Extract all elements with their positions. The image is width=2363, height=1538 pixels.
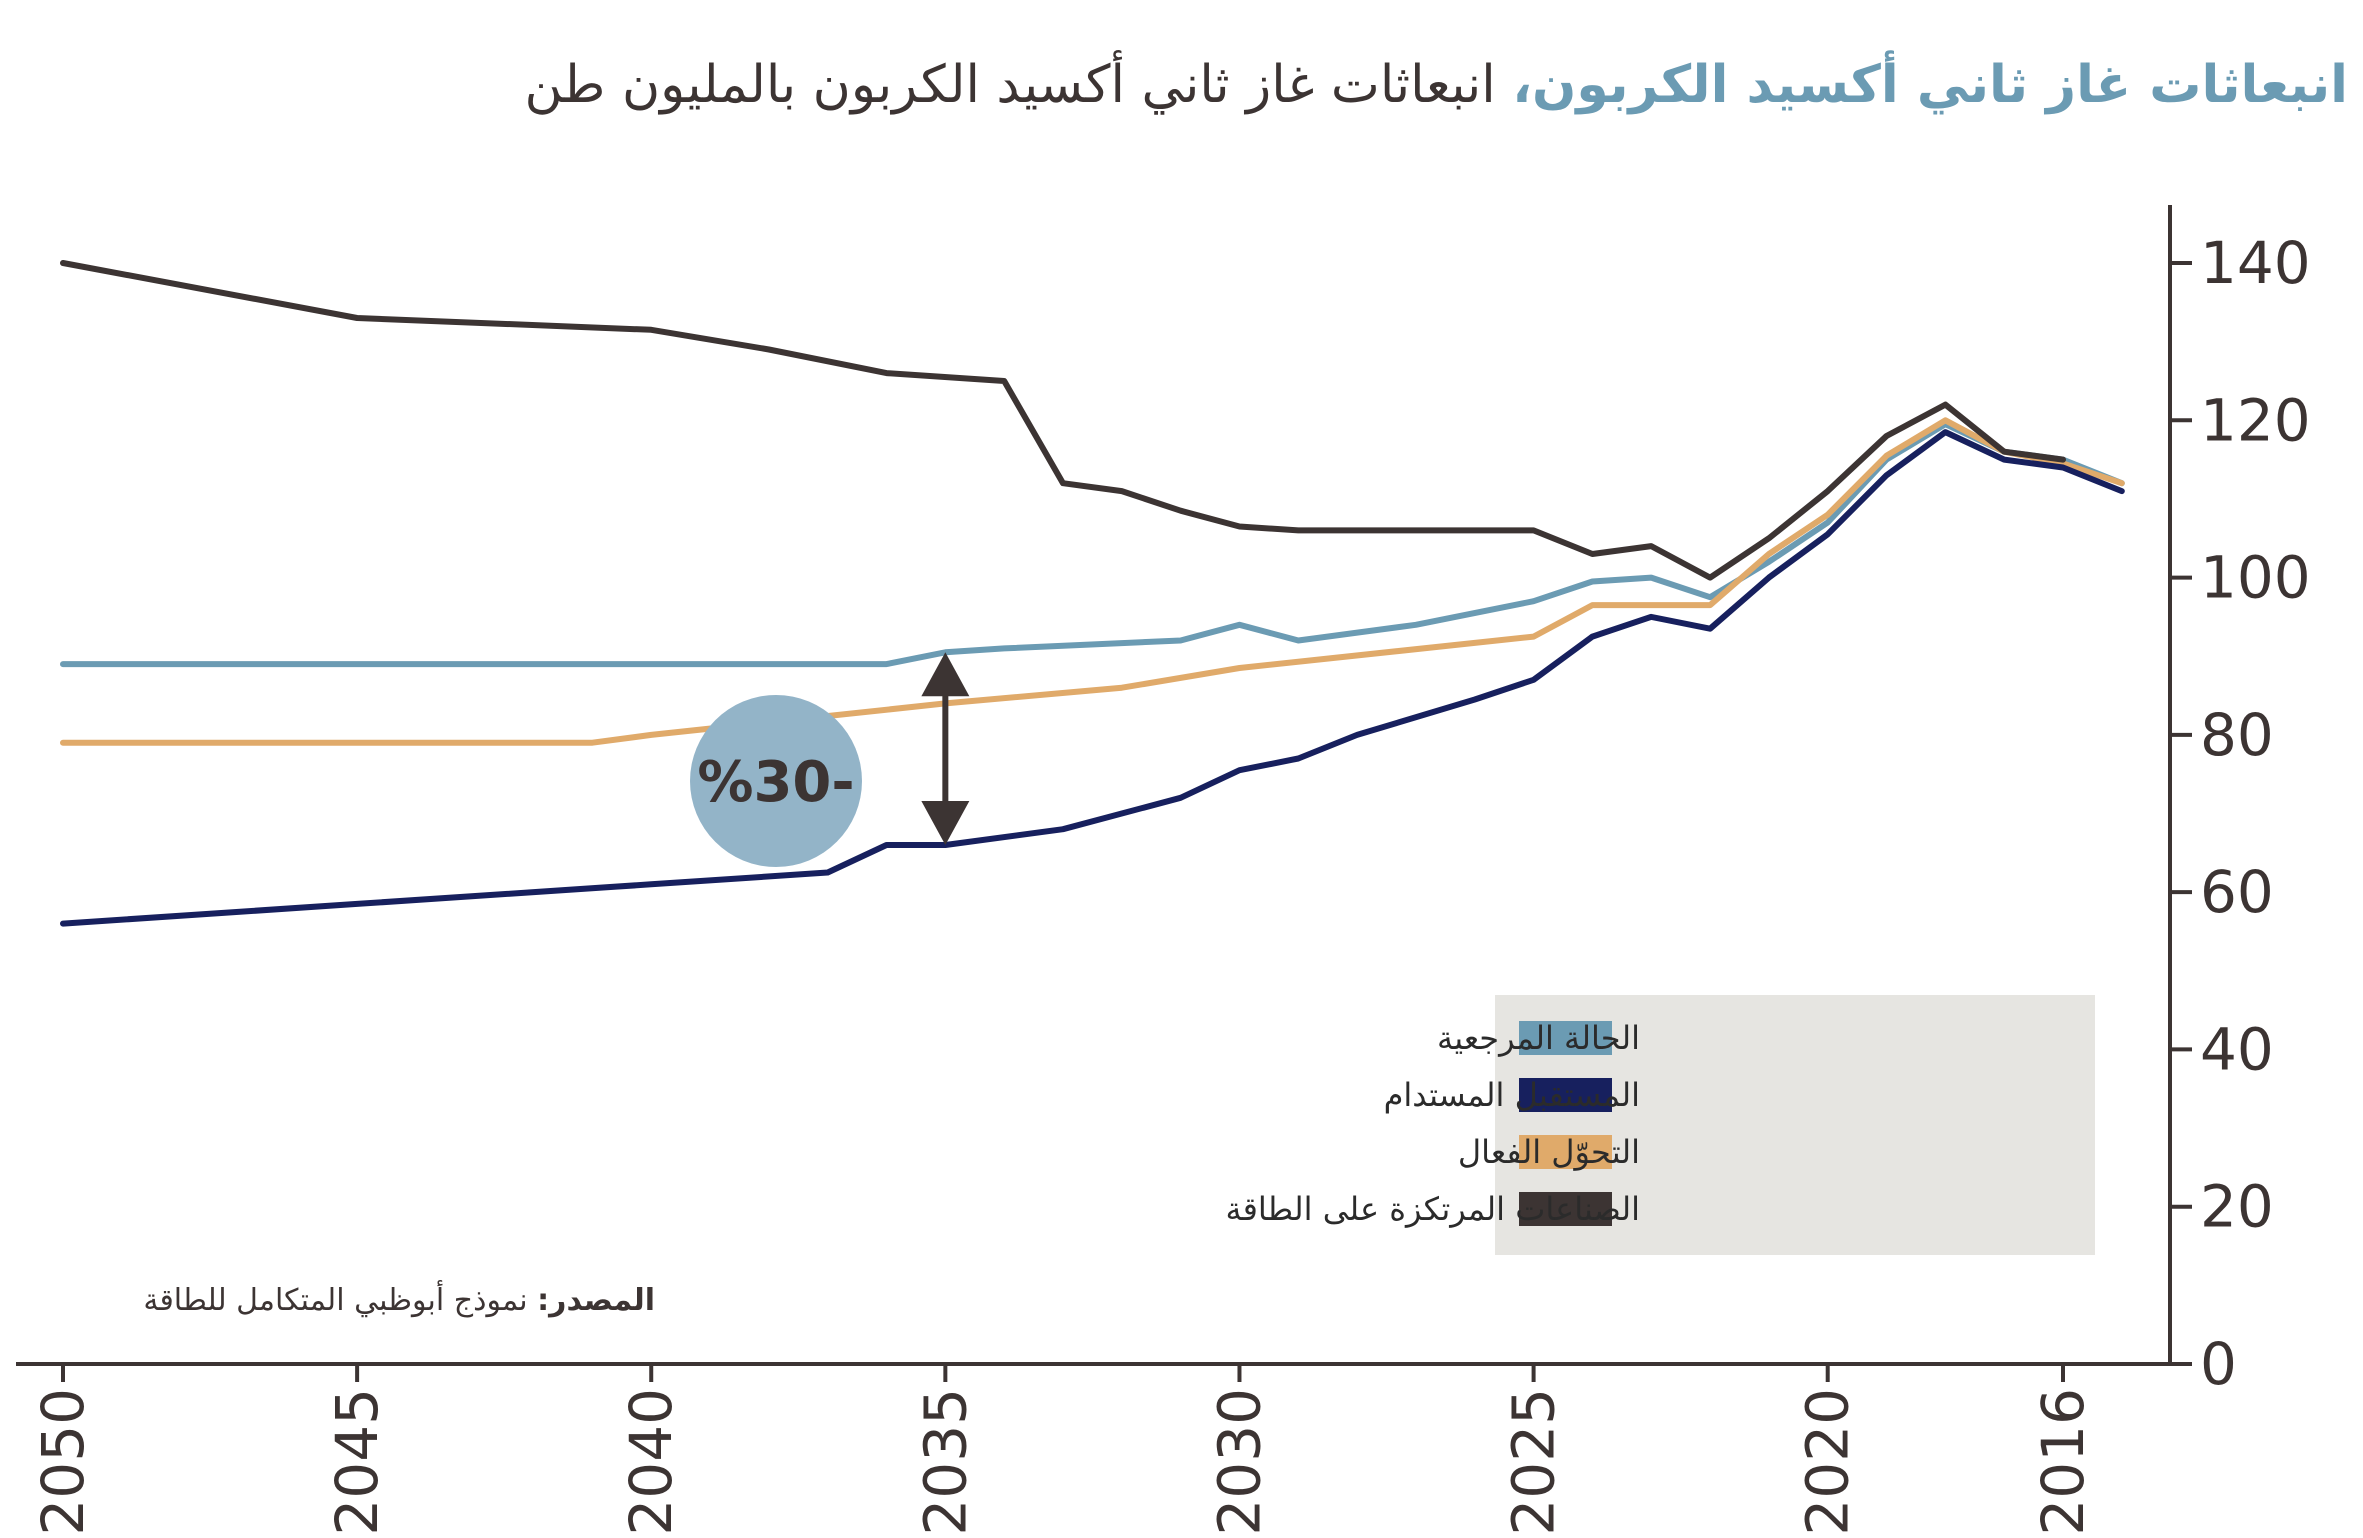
source-label: المصدر: xyxy=(537,1283,655,1318)
series-lines xyxy=(60,260,2125,927)
reduction-badge xyxy=(690,695,862,867)
x-tick-label: 2030 xyxy=(1205,1388,1273,1536)
chart-title-rest: انبعاثات غاز ثاني أكسيد الكربون بالمليون… xyxy=(524,55,1513,115)
reduction-arrow-head-up xyxy=(921,652,970,697)
legend-swatch-transition xyxy=(1519,1135,1612,1169)
reduction-arrow-head-down xyxy=(921,800,970,845)
source-text: المصدر: نموذج أبوظبي المتكامل للطاقة xyxy=(143,1279,655,1318)
legend-swatch-sustainable xyxy=(1519,1078,1612,1112)
legend-label-reference: الحالة المرجعية xyxy=(1437,1019,1640,1057)
y-tick-label: 40 xyxy=(2200,1015,2274,1083)
chart-title-highlight: انبعاثات غاز ثاني أكسيد الكربون، xyxy=(1512,55,2348,115)
series-line-sustainable xyxy=(60,429,2125,927)
legend: الحالة المرجعية المستقبل المستدام التحوّل … xyxy=(1225,995,2095,1255)
x-tick-label: 2040 xyxy=(617,1388,685,1536)
y-tick-label: 140 xyxy=(2200,229,2311,297)
y-tick-label: 100 xyxy=(2200,544,2311,612)
y-tick-label: 80 xyxy=(2200,701,2274,769)
y-tick-label: 20 xyxy=(2200,1173,2274,1241)
series-line-transition xyxy=(60,417,2125,746)
reduction-annotation: %30- xyxy=(690,652,970,867)
y-tick-label: 120 xyxy=(2200,386,2311,454)
legend-label-sustainable: المستقبل المستدام xyxy=(1384,1076,1640,1114)
legend-swatch-reference xyxy=(1519,1021,1612,1055)
x-tick-label: 2025 xyxy=(1500,1388,1568,1536)
y-tick-label: 60 xyxy=(2200,858,2274,926)
series-line-reference xyxy=(60,421,2125,668)
source-note: المصدر: نموذج أبوظبي المتكامل للطاقة xyxy=(143,1279,655,1318)
y-tick-label: 0 xyxy=(2200,1330,2237,1398)
x-tick-label: 2020 xyxy=(1794,1388,1862,1536)
x-tick-label: 2035 xyxy=(911,1388,979,1536)
legend-swatch-energy-intensive xyxy=(1519,1192,1612,1226)
x-tick-label: 2016 xyxy=(2029,1388,2097,1536)
reduction-badge-label: %30- xyxy=(697,750,854,815)
legend-label-energy-intensive: الصناعات المرتكزة على الطاقة xyxy=(1225,1190,1640,1228)
chart-title: انبعاثات غاز ثاني أكسيد الكربون، انبعاثا… xyxy=(524,55,2348,115)
legend-label-transition: التحوّل الفعال xyxy=(1458,1133,1640,1171)
x-tick-label: 2050 xyxy=(29,1388,97,1536)
x-tick-label: 2045 xyxy=(323,1388,391,1536)
source-value: نموذج أبوظبي المتكامل للطاقة xyxy=(143,1279,537,1318)
series-line-energy-intensive xyxy=(60,260,2066,581)
